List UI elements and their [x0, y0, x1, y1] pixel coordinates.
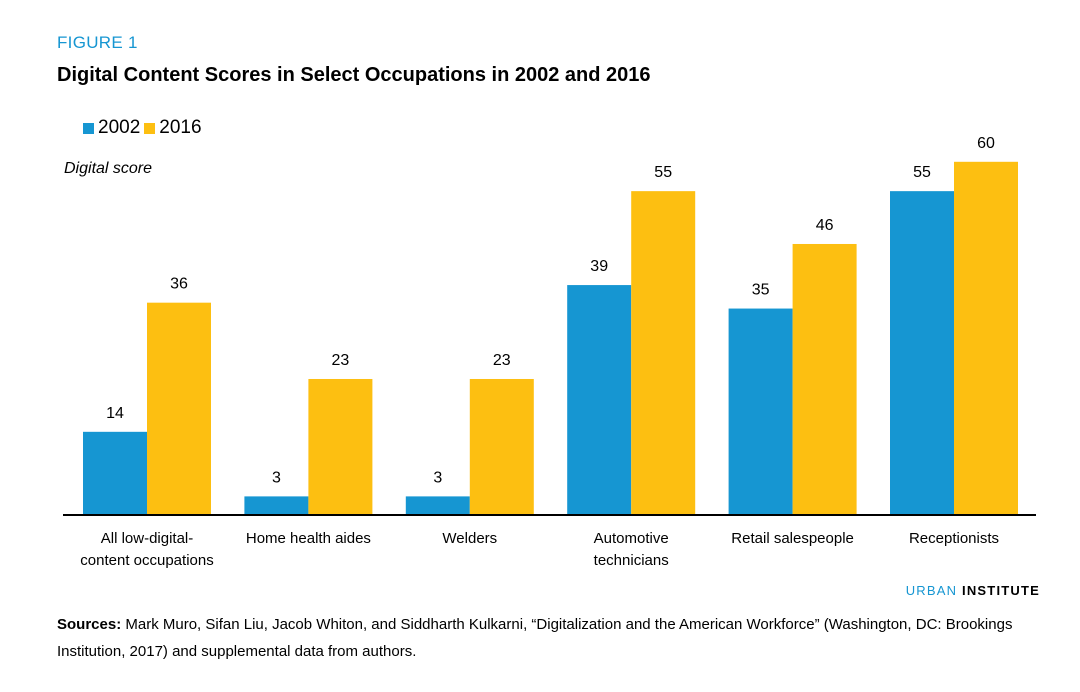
urban-institute-logo: URBAN INSTITUTE: [906, 583, 1040, 598]
bar-2016-0: [147, 302, 211, 514]
category-label-3-line1: technicians: [594, 552, 669, 569]
category-label-2: Welders: [442, 530, 497, 547]
legend-item-2016: 2016: [144, 117, 202, 139]
bar-2016-4: [792, 243, 857, 515]
bar-2002-2: [405, 496, 470, 514]
data-label-2002-4: 35: [752, 282, 770, 299]
bar-2002-4: [728, 308, 793, 514]
legend-label-2002: 2002: [98, 117, 141, 138]
legend-swatch-2016: [144, 122, 156, 134]
bar-2002-1: [244, 496, 309, 514]
legend: 2002 2016: [83, 117, 206, 139]
data-label-2016-4: 46: [816, 217, 834, 234]
category-label-3-line0: Automotive: [594, 530, 669, 547]
data-label-2016-5: 60: [977, 135, 995, 152]
sources-text: Mark Muro, Sifan Liu, Jacob Whiton, and …: [57, 616, 1013, 660]
sources-note: Sources: Mark Muro, Sifan Liu, Jacob Whi…: [57, 611, 1047, 665]
bar-2002-0: [83, 431, 147, 514]
data-label-2002-0: 14: [106, 405, 124, 422]
bar-2016-5: [954, 161, 1018, 515]
chart-title: Digital Content Scores in Select Occupat…: [57, 64, 651, 86]
figure-label: FIGURE 1: [57, 33, 138, 52]
category-label-5: Receptionists: [909, 530, 999, 547]
data-label-2016-3: 55: [654, 164, 672, 181]
bar-2002-3: [567, 285, 632, 514]
bar-2002-5: [890, 191, 954, 514]
brand-part2: INSTITUTE: [962, 583, 1040, 598]
legend-item-2002: 2002: [83, 117, 140, 139]
bar-2016-2: [469, 378, 534, 514]
category-label-4: Retail salespeople: [731, 530, 854, 547]
legend-label-2016: 2016: [159, 117, 202, 138]
y-axis-label: Digital score: [64, 160, 153, 177]
data-label-2002-5: 55: [913, 164, 931, 181]
category-label-0-line0: All low-digital-: [101, 530, 194, 547]
sources-lead: Sources:: [57, 616, 122, 633]
category-label-1: Home health aides: [246, 530, 371, 547]
data-label-2016-0: 36: [170, 276, 188, 293]
data-label-2016-2: 23: [493, 352, 511, 369]
data-label-2002-3: 39: [590, 258, 608, 275]
bar-2016-1: [308, 378, 373, 514]
data-label-2016-1: 23: [332, 352, 350, 369]
data-label-2002-2: 3: [433, 469, 442, 486]
legend-swatch-2002: [83, 122, 94, 134]
category-label-0-line1: content occupations: [80, 552, 213, 569]
data-label-2002-1: 3: [272, 469, 281, 486]
brand-part1: URBAN: [905, 583, 958, 598]
bar-2016-3: [631, 191, 696, 514]
